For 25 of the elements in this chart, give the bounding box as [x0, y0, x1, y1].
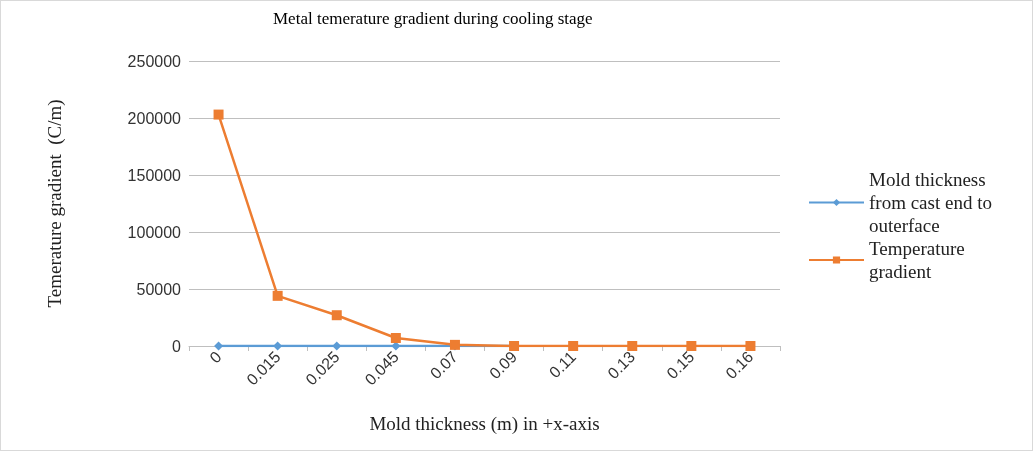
x-axis-title: Mold thickness (m) in +x-axis	[369, 413, 600, 435]
point	[213, 109, 224, 120]
point	[686, 341, 697, 351]
point	[331, 310, 342, 321]
point	[627, 341, 638, 351]
chart-title: Metal temerature gradient during cooling stage	[273, 9, 593, 28]
legend-label: Temperature gradient	[869, 238, 970, 282]
y-tick-label: 50000	[136, 280, 182, 298]
x-tick-label: 0.07	[426, 347, 462, 383]
y-tick-label: 100000	[127, 223, 182, 241]
legend-label: Mold thickness from cast end to outerface	[869, 169, 997, 236]
x-tick-label: 0.15	[663, 347, 698, 383]
x-tick-label: 0.16	[722, 347, 757, 383]
x-tick-label: 0.09	[486, 347, 521, 383]
y-tick-label: 150000	[127, 166, 182, 184]
x-tick-label: 0.11	[545, 347, 580, 382]
y-axis-title: Temerature gradient (C/m)	[44, 99, 66, 308]
x-tick-label: 0	[206, 347, 225, 367]
y-tick-label: 200000	[127, 109, 182, 127]
point	[568, 341, 579, 351]
point	[745, 341, 756, 351]
point	[272, 290, 283, 301]
x-tick-label: 0.13	[604, 347, 639, 383]
point	[390, 333, 401, 344]
y-tick-label: 250000	[127, 52, 182, 70]
